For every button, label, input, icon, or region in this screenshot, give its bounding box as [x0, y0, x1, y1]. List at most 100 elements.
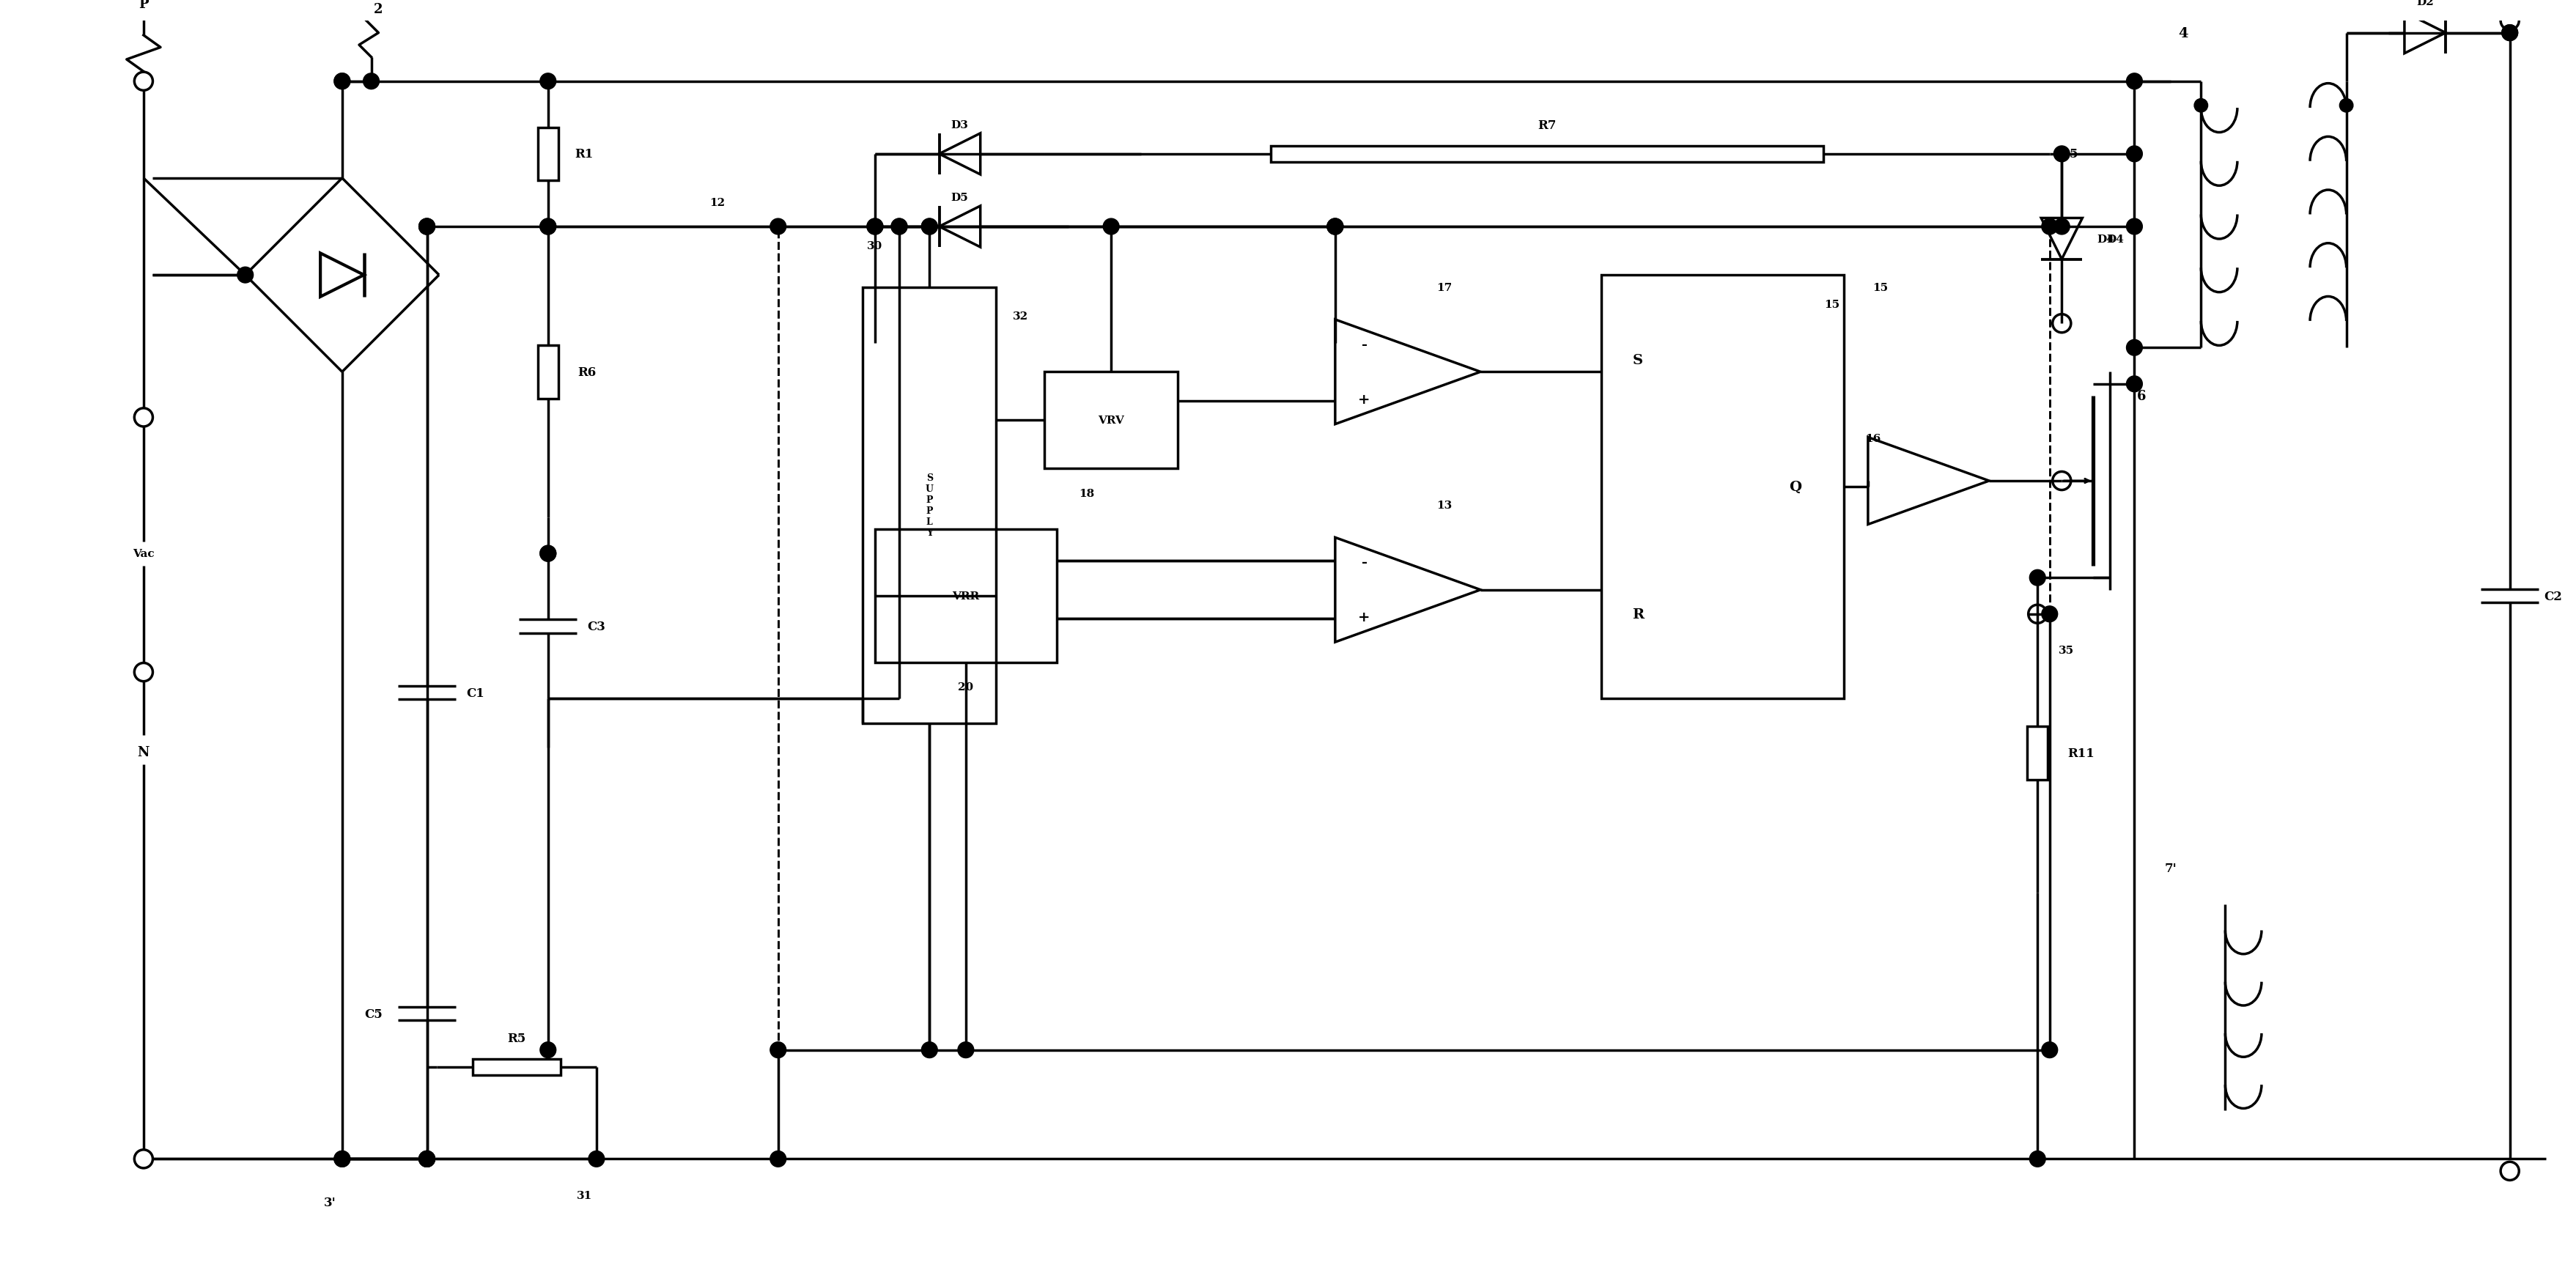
Circle shape [587, 1150, 605, 1167]
Circle shape [2040, 1041, 2058, 1058]
Text: VRR: VRR [953, 591, 979, 601]
Text: 3': 3' [325, 1196, 335, 1209]
Circle shape [335, 1150, 350, 1167]
Text: +: + [1358, 393, 1370, 406]
Circle shape [770, 219, 786, 234]
Circle shape [2339, 99, 2352, 113]
Circle shape [541, 219, 556, 234]
Text: 31: 31 [577, 1190, 592, 1200]
Circle shape [958, 1041, 974, 1058]
Circle shape [770, 1041, 786, 1058]
Circle shape [420, 1150, 435, 1167]
Circle shape [866, 219, 884, 234]
Circle shape [922, 219, 938, 234]
Text: 30: 30 [868, 241, 884, 251]
Text: 18: 18 [1079, 488, 1095, 498]
Text: VRV: VRV [1097, 415, 1123, 425]
Circle shape [1327, 219, 1342, 234]
Circle shape [770, 1150, 786, 1167]
Text: 7': 7' [2164, 862, 2177, 875]
Text: D5: D5 [951, 193, 969, 204]
Text: D4: D4 [2097, 234, 2112, 245]
Bar [471, 1059, 562, 1075]
Circle shape [420, 219, 435, 234]
Circle shape [237, 268, 252, 283]
Text: D3: D3 [951, 120, 969, 131]
Text: 32: 32 [1012, 311, 1028, 322]
Circle shape [2030, 570, 2045, 585]
Text: S: S [1633, 354, 1643, 366]
Circle shape [2053, 146, 2069, 163]
Text: R6: R6 [577, 366, 595, 378]
Text: 17: 17 [1435, 282, 1450, 292]
Text: R5: R5 [507, 1031, 526, 1044]
Text: Vac: Vac [131, 548, 155, 559]
Circle shape [2030, 1150, 2045, 1167]
Text: P: P [139, 0, 149, 12]
Text: 4: 4 [2177, 27, 2187, 40]
Circle shape [541, 74, 556, 90]
Text: C1: C1 [466, 687, 484, 699]
Bar [1270, 146, 1824, 163]
Circle shape [2125, 377, 2141, 392]
Circle shape [2195, 99, 2208, 113]
Text: +: + [1358, 611, 1370, 624]
Text: -: - [1360, 556, 1368, 569]
Circle shape [541, 546, 556, 562]
Bar [876, 529, 1056, 662]
Circle shape [1327, 219, 1342, 234]
Circle shape [922, 219, 938, 234]
Text: 20: 20 [958, 681, 974, 692]
Circle shape [541, 219, 556, 234]
Circle shape [2040, 219, 2058, 234]
Text: Q: Q [1788, 480, 1801, 494]
Circle shape [420, 1150, 435, 1167]
Circle shape [2125, 339, 2141, 356]
Circle shape [541, 546, 556, 562]
Text: 5: 5 [2069, 149, 2076, 160]
Text: D2: D2 [2416, 0, 2434, 8]
Circle shape [891, 219, 907, 234]
Text: 6: 6 [2136, 389, 2146, 404]
Circle shape [420, 1150, 435, 1167]
Text: 16: 16 [1865, 434, 1880, 445]
Text: 15: 15 [1873, 282, 1888, 292]
Text: 2: 2 [374, 3, 384, 15]
Text: -: - [1360, 338, 1368, 351]
Text: 15: 15 [1824, 300, 1839, 310]
Circle shape [1103, 219, 1118, 234]
Text: R: R [1631, 607, 1643, 621]
Circle shape [2040, 606, 2058, 623]
Text: 35: 35 [2058, 646, 2074, 656]
Circle shape [1327, 219, 1342, 234]
Circle shape [420, 219, 435, 234]
Bar [538, 128, 559, 181]
Circle shape [541, 1041, 556, 1058]
Text: D4: D4 [2105, 234, 2123, 245]
Text: S
U
P
P
L
Y: S U P P L Y [925, 473, 933, 538]
Bar [863, 287, 997, 724]
Circle shape [2501, 26, 2517, 41]
Circle shape [335, 74, 350, 90]
Circle shape [922, 1041, 938, 1058]
Bar [538, 346, 559, 398]
Text: N: N [137, 746, 149, 758]
Text: R7: R7 [1538, 119, 1556, 132]
Text: C3: C3 [587, 620, 605, 633]
Bar [2027, 726, 2048, 780]
Circle shape [2125, 219, 2141, 234]
Text: R1: R1 [574, 149, 592, 160]
Bar [1043, 373, 1177, 469]
Text: C2: C2 [2543, 591, 2561, 602]
Text: R11: R11 [2066, 747, 2094, 760]
Circle shape [2125, 146, 2141, 163]
Circle shape [335, 1150, 350, 1167]
Text: 12: 12 [708, 197, 724, 208]
Circle shape [363, 74, 379, 90]
Text: 13: 13 [1435, 501, 1450, 511]
Circle shape [2501, 26, 2517, 41]
Circle shape [335, 74, 350, 90]
Circle shape [866, 219, 884, 234]
Circle shape [420, 1150, 435, 1167]
Circle shape [420, 219, 435, 234]
